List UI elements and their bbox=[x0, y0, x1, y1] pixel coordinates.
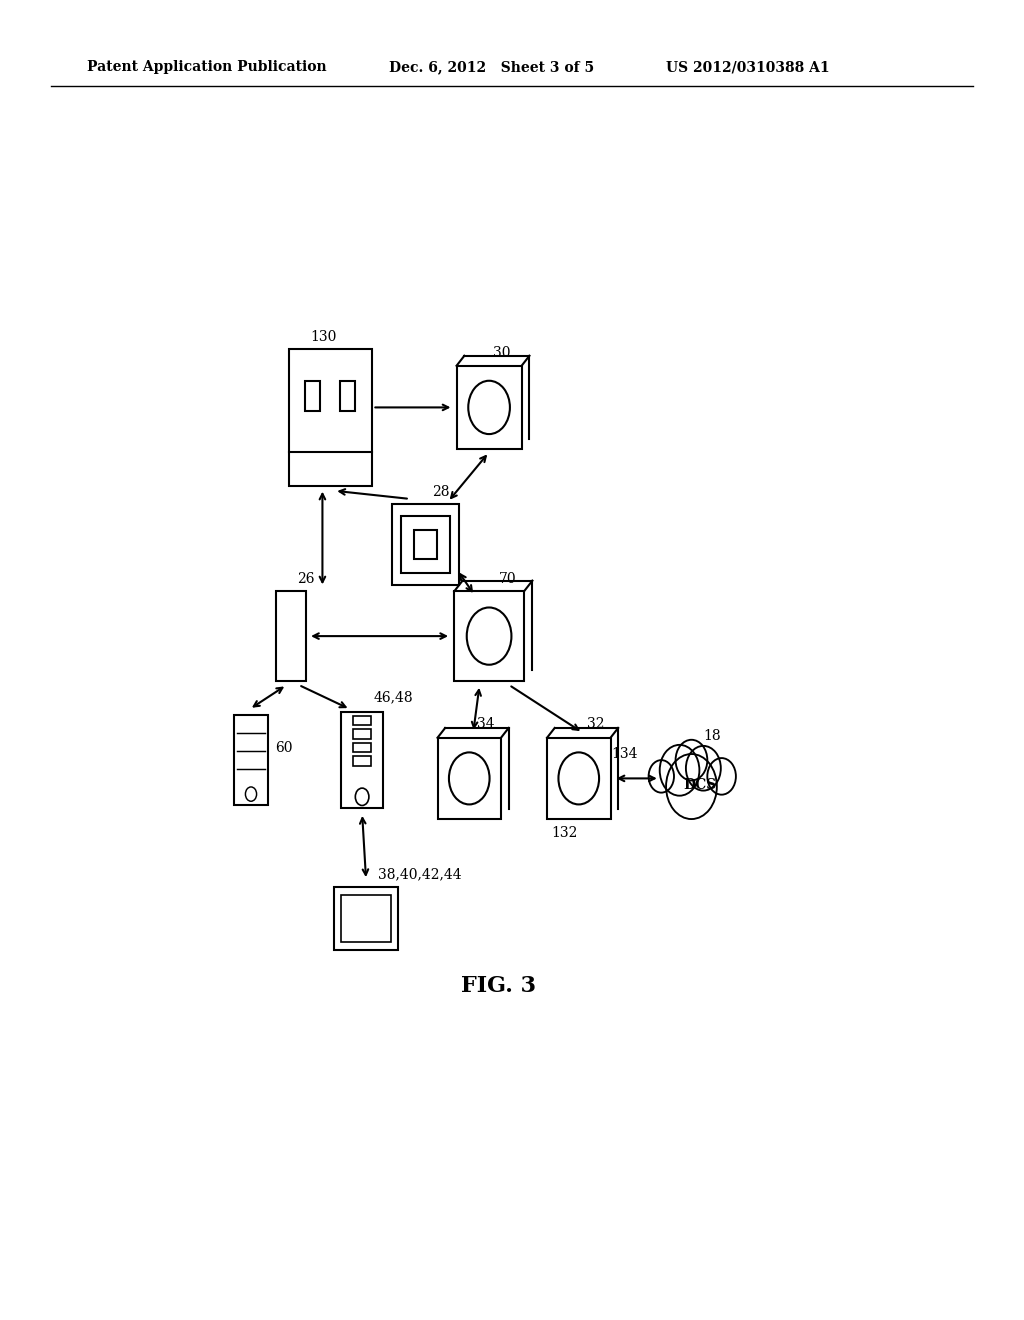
Text: 32: 32 bbox=[587, 717, 604, 730]
Bar bbox=[353, 743, 372, 752]
Bar bbox=[305, 380, 321, 411]
Bar bbox=[289, 348, 372, 486]
Circle shape bbox=[708, 758, 736, 795]
Text: 130: 130 bbox=[310, 330, 337, 345]
Text: DCS: DCS bbox=[684, 777, 717, 792]
Bar bbox=[401, 516, 450, 573]
Text: 46,48: 46,48 bbox=[374, 690, 414, 704]
Text: 38,40,42,44: 38,40,42,44 bbox=[378, 867, 462, 880]
Text: 134: 134 bbox=[611, 747, 638, 762]
Text: 30: 30 bbox=[494, 346, 511, 359]
Bar bbox=[341, 895, 391, 942]
Circle shape bbox=[686, 746, 721, 791]
Bar bbox=[341, 711, 383, 808]
Circle shape bbox=[648, 760, 674, 792]
Text: Dec. 6, 2012   Sheet 3 of 5: Dec. 6, 2012 Sheet 3 of 5 bbox=[389, 61, 594, 74]
Bar bbox=[353, 715, 372, 726]
Bar bbox=[275, 591, 306, 681]
Bar bbox=[353, 756, 372, 766]
Text: Patent Application Publication: Patent Application Publication bbox=[87, 61, 327, 74]
Text: 18: 18 bbox=[703, 729, 721, 743]
Text: 132: 132 bbox=[551, 826, 578, 841]
Bar bbox=[457, 366, 521, 449]
Bar bbox=[392, 504, 460, 585]
Text: 60: 60 bbox=[274, 741, 292, 755]
Text: 28: 28 bbox=[432, 484, 450, 499]
Bar bbox=[340, 380, 355, 411]
Bar bbox=[334, 887, 397, 950]
Text: FIG. 3: FIG. 3 bbox=[461, 975, 537, 997]
Text: US 2012/0310388 A1: US 2012/0310388 A1 bbox=[666, 61, 829, 74]
Text: 34: 34 bbox=[477, 717, 495, 730]
Bar bbox=[353, 729, 372, 739]
Circle shape bbox=[659, 744, 699, 796]
Bar bbox=[547, 738, 610, 818]
Bar bbox=[455, 591, 524, 681]
Text: 70: 70 bbox=[499, 573, 516, 586]
Bar bbox=[437, 738, 501, 818]
Bar bbox=[234, 715, 267, 805]
Text: 26: 26 bbox=[297, 573, 314, 586]
Circle shape bbox=[676, 739, 708, 780]
Bar bbox=[414, 531, 437, 558]
Circle shape bbox=[666, 754, 717, 818]
